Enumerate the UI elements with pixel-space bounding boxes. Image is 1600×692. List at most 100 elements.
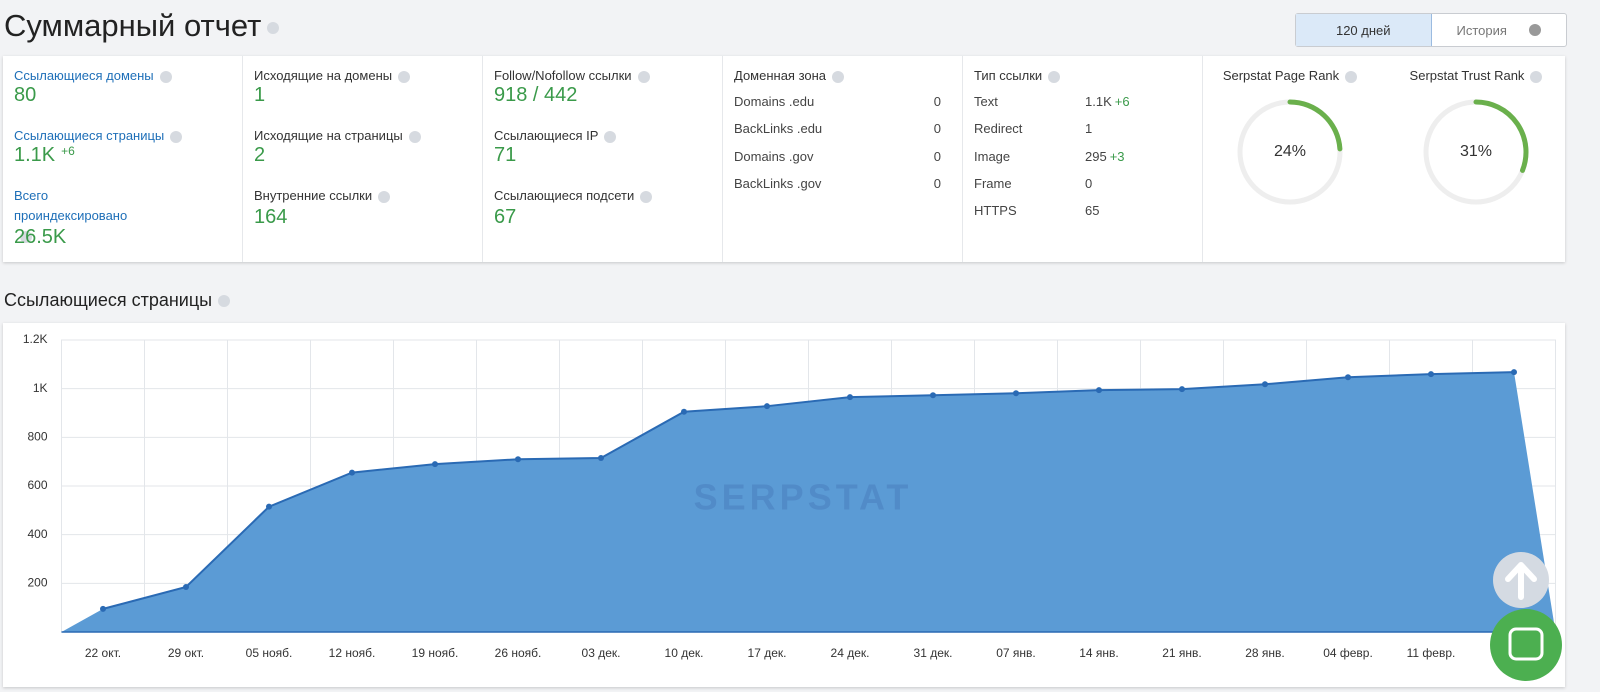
x-tick-label: 21 янв. — [1162, 646, 1202, 660]
period-tabs: 120 дней История — [1295, 13, 1567, 47]
tab[interactable]: 120 дней — [1296, 14, 1432, 46]
metric-value-text: 918 / 442 — [494, 84, 578, 106]
floating-buttons — [1490, 552, 1562, 681]
metric-label: Ссылающиеся страницы — [14, 126, 234, 146]
table-title: Доменная зона — [734, 66, 845, 86]
row-value: 0 — [934, 176, 941, 191]
point — [681, 408, 687, 415]
y-tick-label: 400 — [27, 527, 47, 541]
x-tick-label: 12 нояб. — [329, 646, 376, 660]
row-value-text: 295 — [1085, 148, 1107, 164]
metric-value-text: 80 — [14, 84, 37, 106]
info-icon[interactable] — [832, 70, 845, 83]
point — [1096, 387, 1102, 394]
point — [349, 469, 355, 476]
table-title-text: Тип ссылки — [974, 68, 1043, 83]
row-value-text: 0 — [933, 94, 941, 109]
x-tick-label: 26 нояб. — [495, 646, 542, 660]
info-icon[interactable] — [267, 21, 280, 34]
x-tick-label: 24 дек. — [831, 646, 870, 660]
point — [1262, 381, 1268, 388]
info-icon[interactable] — [1528, 24, 1541, 36]
x-tick-label: 04 февр. — [1323, 646, 1373, 660]
metric-label: Всего проиндексировано — [14, 186, 144, 246]
info-icon[interactable] — [20, 230, 32, 243]
info-icon[interactable] — [1048, 70, 1061, 83]
row-value: 0 — [934, 94, 941, 109]
metric-value: 80 — [14, 84, 36, 107]
row-label: HTTPS — [974, 203, 1017, 219]
row-value-text: 0 — [1085, 175, 1093, 191]
gauge-value: 24% — [1274, 143, 1306, 160]
stats-column: Доменная зона Domains .edu 0 BackLinks .edu… — [723, 56, 963, 262]
stats-column: Ссылающиеся домены 80 Ссылающиеся страницы… — [3, 56, 243, 262]
ranks-column: 24% 31% Serpstat Page Rank Serpstat Trust R… — [1203, 56, 1565, 262]
y-tick-label: 800 — [27, 430, 47, 444]
info-icon[interactable] — [640, 190, 653, 203]
area — [61, 372, 1556, 632]
metric-value: 26.5K — [14, 226, 66, 249]
watermark: SERPSTAT — [694, 477, 913, 518]
metric-label-text: Follow/Nofollow ссылки — [494, 68, 632, 83]
info-icon[interactable] — [1345, 70, 1358, 83]
metric-label-text: Ссылающиеся страницы — [14, 128, 165, 143]
y-tick-label: 1K — [33, 381, 48, 395]
gauge-value: 31% — [1460, 143, 1492, 160]
line — [102, 371, 1515, 610]
point — [1345, 374, 1351, 381]
info-icon[interactable] — [1530, 70, 1543, 83]
metric-label-text: Внутренние ссылки — [254, 188, 373, 203]
point — [183, 583, 189, 590]
metric-value-text: 71 — [494, 144, 517, 166]
info-icon[interactable] — [159, 70, 172, 83]
x-tick-label: 31 дек. — [914, 646, 953, 660]
chat-button[interactable] — [1490, 609, 1562, 681]
row-value-text: 1.1K — [1085, 94, 1112, 109]
metric-label-text: Исходящие на страницы — [254, 128, 403, 143]
table-title: Тип ссылки — [974, 66, 1061, 86]
metric-value: 2 — [254, 144, 265, 167]
row-value: 1 — [1085, 121, 1092, 136]
row-value: 0 — [934, 149, 941, 164]
gauge-arc — [1473, 99, 1529, 173]
row-label: BackLinks .edu — [734, 121, 823, 137]
x-tick-label: 05 нояб. — [246, 646, 293, 660]
tab[interactable]: История — [1432, 14, 1567, 46]
info-icon[interactable] — [408, 130, 421, 143]
info-icon[interactable] — [218, 295, 231, 308]
metric-label: Ссылающиеся домены — [14, 66, 234, 86]
chart-panel: 200 400 600 800 1K 1.2K SERPSTAT 22 окт. 29 окт.… — [3, 323, 1565, 687]
metric-label-text: Ссылающиеся домены — [14, 68, 154, 83]
x-tick-label: 17 дек. — [748, 646, 787, 660]
row-value: 65 — [1085, 203, 1099, 218]
metric-value: 1.1K +6 — [14, 144, 75, 167]
metric-label: Исходящие на страницы — [254, 126, 474, 146]
info-icon[interactable] — [604, 130, 617, 143]
info-icon[interactable] — [378, 190, 391, 203]
row-value: 0 — [934, 121, 941, 136]
stats-column: Исходящие на домены 1 Исходящие на страниц… — [243, 56, 483, 262]
point — [515, 456, 521, 463]
metric-label-text: Исходящие на домены — [254, 68, 393, 83]
metric-value: 67 — [494, 206, 516, 229]
row-label: Domains .edu — [734, 94, 815, 109]
row-label: Text — [974, 94, 998, 109]
info-icon[interactable] — [398, 70, 411, 83]
metric-value-text: 1.1K — [14, 144, 56, 166]
stats-column: Follow/Nofollow ссылки 918 / 442 Ссылающие… — [483, 56, 723, 262]
point — [847, 394, 853, 401]
x-tick-label: 14 янв. — [1079, 646, 1119, 660]
metric-value-text: 26.5K — [14, 226, 67, 248]
point — [1428, 371, 1434, 378]
stats-column: Тип ссылки Text 1.1K +6 Redirect 1 Image 295 +3 F… — [963, 56, 1203, 262]
rank-gauges: 24% 31% — [1237, 99, 1529, 205]
row-label: Image — [974, 148, 1011, 164]
point — [1179, 386, 1185, 393]
metric-label: Ссылающиеся подсети — [494, 186, 714, 206]
info-icon[interactable] — [170, 130, 183, 143]
info-icon[interactable] — [637, 70, 650, 83]
metric-value: 1 — [254, 84, 265, 107]
metric-label: Follow/Nofollow ссылки — [494, 66, 714, 86]
rank-label-text: Serpstat Trust Rank — [1409, 68, 1525, 83]
